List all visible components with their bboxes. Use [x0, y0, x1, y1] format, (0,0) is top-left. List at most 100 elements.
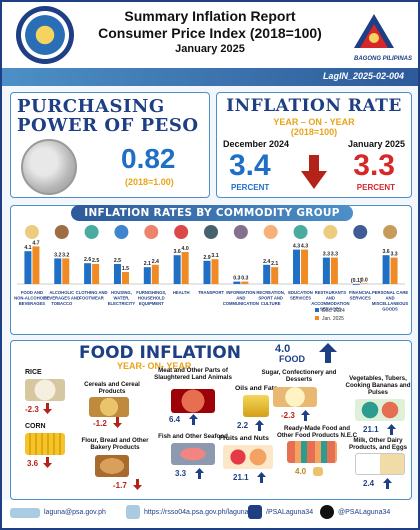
up-arrow-icon — [387, 424, 396, 435]
footer-twitter[interactable]: @PSALaguna34 — [338, 509, 391, 516]
report-subtitle: Consumer Price Index (2018=100) — [98, 25, 322, 41]
food-item-label: Flour, Bread and Other Bakery Products — [81, 437, 149, 451]
category-icon — [174, 225, 189, 239]
food-item-value: 21.1 — [363, 425, 379, 434]
neutral-marker-icon — [313, 467, 323, 476]
inflation-rate-subtitle: YEAR – ON - YEAR — [273, 117, 355, 127]
facebook-icon — [248, 505, 262, 519]
chart-category-label: ACCOMMODATION — [311, 301, 349, 306]
chart-data-label: 4.1 — [24, 245, 31, 251]
ppp-base: (2018=1.00) — [125, 177, 174, 187]
chart-data-label: 2.4 — [263, 259, 270, 265]
chart-category-label: HEALTH — [173, 290, 190, 295]
vegetables-icon — [355, 399, 405, 421]
chart-bar — [271, 267, 279, 284]
chart-bar — [203, 260, 211, 284]
up-arrow-icon — [255, 420, 264, 431]
legend-label: Jan. 2025 — [322, 316, 344, 322]
category-icon — [383, 225, 398, 239]
chart-bar — [113, 264, 121, 284]
chart-category-label: TOBACCO — [51, 301, 73, 306]
food-item-label: Oils and Fats — [235, 385, 278, 392]
bagong-pilipinas-logo — [354, 14, 394, 48]
chart-bar — [330, 257, 338, 284]
chart-bar — [322, 257, 330, 284]
chart-category-label: GOODS — [382, 307, 398, 312]
bread-icon — [95, 455, 129, 477]
chart-category-label: AND — [386, 296, 395, 301]
category-icon — [263, 225, 278, 239]
category-icon — [144, 225, 159, 239]
chart-data-label: 2.4 — [152, 259, 159, 265]
up-arrow-icon — [257, 472, 266, 483]
chart-data-label: 2.9 — [203, 255, 210, 261]
footer-website[interactable]: https://rsso04a.psa.gov.ph/laguna — [144, 509, 249, 516]
chart-bar — [181, 252, 189, 284]
chart-category-label: CULTURE — [261, 301, 281, 306]
chart-bar — [360, 283, 368, 284]
chart-category-label: ALCOHOLIC — [49, 290, 74, 295]
chart-data-label: 3.2 — [54, 252, 61, 258]
chart-bar — [390, 257, 398, 284]
chart-bar — [62, 258, 70, 284]
down-arrow-icon — [133, 479, 142, 490]
report-title: Summary Inflation Report — [124, 8, 296, 24]
chart-category-label: BEVERAGES AND — [44, 296, 80, 301]
chart-category-label: SERVICES — [320, 307, 341, 312]
food-item-label: Milk, Other Dairy Products, and Eggs — [348, 437, 408, 451]
chart-category-label: INFORMATION — [226, 290, 255, 295]
reference-bar: LagIN_2025-02-004 — [2, 68, 418, 86]
rate-current: 3.3 — [353, 149, 395, 182]
corn-icon — [25, 433, 65, 455]
chart-bar — [24, 251, 32, 284]
chart-category-label: CLOTHING AND — [76, 290, 108, 295]
chart-data-label: 3.3 — [390, 252, 397, 258]
chart-data-label: 0.3 — [241, 276, 248, 282]
footer-email[interactable]: laguna@psa.gov.ph — [44, 509, 106, 516]
chart-data-label: 4.3 — [293, 244, 300, 250]
bagong-pilipinas-caption: BAGONG PILIPINAS — [353, 56, 412, 62]
chart-bar — [54, 258, 62, 284]
report-period: January 2025 — [175, 43, 245, 55]
food-item-value: 2.2 — [237, 421, 249, 430]
category-icon — [204, 225, 218, 239]
food-item-value: 2.4 — [363, 479, 375, 488]
chart-bar — [151, 264, 159, 284]
chart-category-label: SERVICES — [350, 296, 371, 301]
footer: laguna@psa.gov.ph https://rsso04a.psa.go… — [2, 500, 418, 528]
up-arrow-icon — [195, 468, 204, 479]
chart-bar — [241, 281, 249, 284]
down-arrow-icon — [113, 417, 122, 428]
fruits-icon — [223, 445, 273, 469]
up-arrow-icon — [301, 410, 310, 421]
chart-data-label: (0.1) — [351, 278, 362, 284]
up-arrow-icon — [383, 478, 392, 489]
category-icon — [353, 225, 368, 239]
chart-bar — [301, 249, 309, 284]
chart-category-label: HOUSING, — [111, 290, 132, 295]
food-item-value: 6.4 — [169, 415, 181, 424]
chart-data-label: 4.0 — [182, 246, 189, 252]
chart-data-label: 0.3 — [233, 276, 240, 282]
month-current: January 2025 — [347, 139, 405, 149]
chart-data-label: 0.0 — [361, 277, 368, 283]
chart-category-label: BEVERAGES — [19, 301, 46, 306]
purchasing-power-panel: PURCHASING POWER OF PESO 0.82 (2018=1.00… — [10, 92, 210, 198]
chart-category-label: HOUSEHOLD — [138, 296, 165, 301]
chart-bar — [263, 264, 271, 284]
footer-facebook[interactable]: /PSALaguna34 — [266, 509, 314, 516]
chart-data-label: 3.1 — [211, 253, 218, 259]
food-inflation-subtitle: YEAR- ON- YEAR — [117, 361, 192, 371]
chart-category-label: RECREATION, — [256, 290, 285, 295]
chart-data-label: 3.3 — [323, 252, 330, 258]
food-item-value: 3.3 — [175, 469, 187, 478]
up-arrow-icon — [189, 414, 198, 425]
chart-category-label: EQUIPMENT — [139, 301, 164, 306]
chart-category-label: MISCELLANEOUS — [372, 301, 409, 306]
chart-data-label: 4.7 — [32, 240, 39, 246]
category-icon — [84, 225, 99, 239]
x-twitter-icon — [320, 505, 334, 519]
email-icon — [10, 508, 40, 518]
chart-category-label: FURNISHINGS, — [136, 290, 166, 295]
